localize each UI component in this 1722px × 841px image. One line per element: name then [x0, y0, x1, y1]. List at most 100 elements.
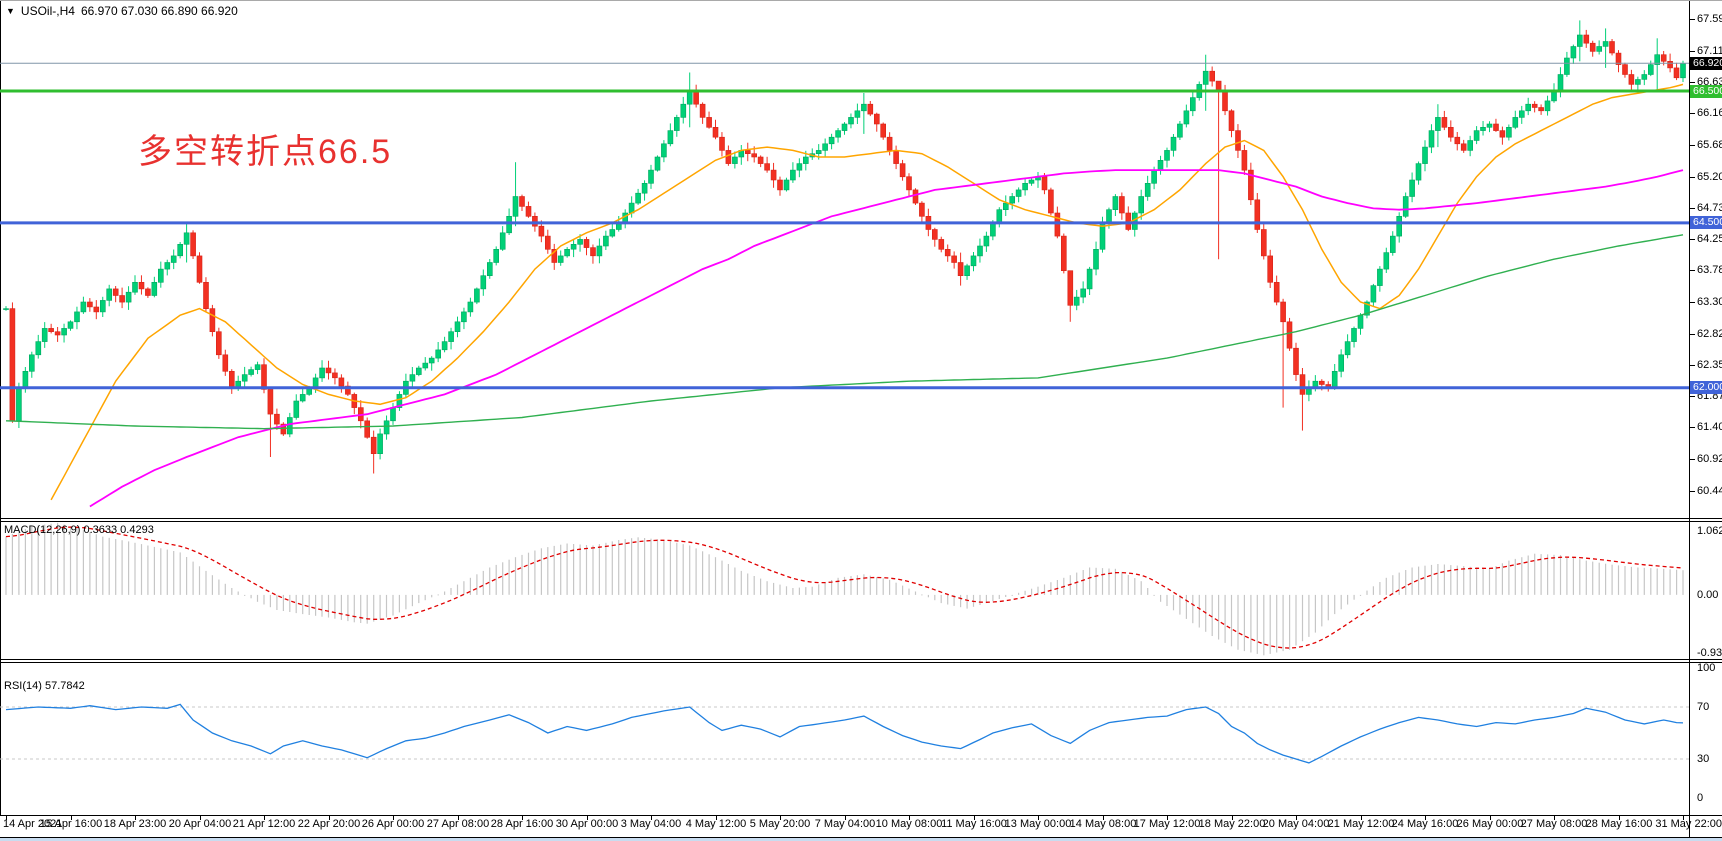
time-tick [587, 815, 588, 820]
time-tick [1683, 815, 1684, 820]
price-badge: 66.500 [1690, 85, 1722, 98]
time-tick-label[interactable]: 26 Apr 00:00 [361, 818, 425, 830]
time-tick [135, 815, 136, 820]
price-tick-label: 60.920 [1697, 453, 1722, 465]
time-tick-label[interactable]: 18 May 22:00 [1198, 818, 1266, 830]
time-tick-label[interactable]: 26 May 00:00 [1456, 818, 1524, 830]
macd-label-row: MACD(12,26,9) 0.3633 0.4293 [4, 524, 154, 536]
time-tick [71, 815, 72, 820]
time-tick [200, 815, 201, 820]
price-badge: 64.500 [1690, 216, 1722, 229]
price-tick-label: 67.110 [1697, 45, 1722, 57]
symbol-period-label: USOil-,H4 [20, 4, 75, 18]
time-tick-label[interactable]: 14 May 08:00 [1069, 818, 1137, 830]
price-tick [1689, 302, 1695, 303]
rsi-scale-label: 100 [1697, 662, 1716, 674]
time-tick-label[interactable]: 31 May 22:00 [1655, 818, 1722, 830]
time-tick-label[interactable]: 15 Apr 16:00 [39, 818, 103, 830]
time-tick-label[interactable]: 18 Apr 23:00 [103, 818, 167, 830]
time-tick [845, 815, 846, 820]
time-tick-label[interactable]: 20 Apr 04:00 [168, 818, 232, 830]
price-tick [1689, 208, 1695, 209]
time-tick-label[interactable]: 22 Apr 20:00 [297, 818, 361, 830]
price-scale-border [1689, 0, 1690, 837]
price-tick [1689, 239, 1695, 240]
time-tick [264, 815, 265, 820]
chart-left-border [0, 0, 1, 815]
time-tick-label[interactable]: 5 May 20:00 [749, 818, 811, 830]
price-tick-label: 64.250 [1697, 233, 1722, 245]
rsi-label-row: RSI(14) 57.7842 [4, 680, 85, 692]
price-tick [1689, 491, 1695, 492]
time-tick [393, 815, 394, 820]
rsi-line [5, 703, 1684, 764]
time-tick-label[interactable]: 11 May 16:00 [941, 818, 1007, 830]
macd-name: MACD(12,26,9) [4, 524, 81, 536]
time-tick-label[interactable]: 21 May 12:00 [1327, 818, 1395, 830]
time-tick [651, 815, 652, 820]
time-tick [1167, 815, 1168, 820]
rsi-scale-label: 30 [1697, 753, 1710, 765]
price-tick [1689, 19, 1695, 20]
macd-indicator-panel[interactable] [0, 522, 1722, 659]
time-tick [458, 815, 459, 820]
time-tick-label[interactable]: 28 Apr 16:00 [490, 818, 554, 830]
macd-histogram [5, 522, 1684, 656]
window-bottom-border [0, 837, 1722, 838]
price-tick-label: 60.440 [1697, 485, 1722, 497]
time-tick-label[interactable]: 27 Apr 08:00 [426, 818, 490, 830]
price-tick [1689, 145, 1695, 146]
price-tick [1689, 427, 1695, 428]
chart-text-annotation[interactable]: 多空转折点66.5 [138, 133, 393, 171]
symbol-dropdown-icon[interactable]: ▼ [6, 6, 15, 16]
time-tick [329, 815, 330, 820]
macd-panel-top-border[interactable] [0, 521, 1722, 522]
rsi-name: RSI(14) [4, 680, 42, 692]
macd-panel-bottom-border [0, 659, 1722, 660]
time-tick-label[interactable]: 13 May 00:00 [1004, 818, 1072, 830]
time-tick-label[interactable]: 3 May 04:00 [620, 818, 682, 830]
time-tick [1232, 815, 1233, 820]
price-tick-label: 66.160 [1697, 107, 1722, 119]
rsi-panel-top-border[interactable] [0, 662, 1722, 663]
time-tick-label[interactable]: 4 May 12:00 [685, 818, 747, 830]
price-tick-label: 63.300 [1697, 296, 1722, 308]
time-tick-label[interactable]: 17 May 12:00 [1133, 818, 1201, 830]
rsi-scale-label: 70 [1697, 701, 1710, 713]
candles [3, 20, 1686, 474]
time-tick-label[interactable]: 30 Apr 00:00 [555, 818, 619, 830]
time-tick [1361, 815, 1362, 820]
time-tick-label[interactable]: 14 Apr 2021 [3, 818, 63, 830]
time-tick-label[interactable]: 21 Apr 12:00 [232, 818, 296, 830]
macd-scale-label: 1.0629 [1697, 525, 1722, 537]
price-tick-label: 67.590 [1697, 13, 1722, 25]
time-tick [1296, 815, 1297, 820]
time-tick [522, 815, 523, 820]
price-tick-label: 62.350 [1697, 359, 1722, 371]
ohlc-values: 66.970 67.030 66.890 66.920 [80, 4, 238, 18]
time-tick-label[interactable]: 7 May 04:00 [814, 818, 876, 830]
price-tick [1689, 82, 1695, 83]
macd-values: 0.3633 0.4293 [83, 524, 154, 536]
price-tick [1689, 396, 1695, 397]
time-tick [1038, 815, 1039, 820]
rsi-scale-label: 0 [1697, 792, 1704, 804]
price-tick-label: 65.680 [1697, 139, 1722, 151]
ma-slow-line [5, 234, 1684, 430]
time-tick-label[interactable]: 24 May 16:00 [1391, 818, 1459, 830]
time-tick-label[interactable]: 20 May 04:00 [1262, 818, 1330, 830]
time-tick-label[interactable]: 10 May 08:00 [875, 818, 943, 830]
time-tick [909, 815, 910, 820]
rsi-indicator-panel[interactable] [0, 662, 1722, 815]
time-tick [780, 815, 781, 820]
main-price-chart[interactable] [0, 0, 1722, 521]
time-tick-label[interactable]: 27 May 08:00 [1520, 818, 1588, 830]
price-tick-label: 61.400 [1697, 421, 1722, 433]
price-tick-label: 62.820 [1697, 328, 1722, 340]
ma-fast-line [50, 83, 1684, 501]
ma-mid-line [89, 169, 1684, 508]
time-tick-label[interactable]: 28 May 16:00 [1585, 818, 1653, 830]
price-tick-label: 64.730 [1697, 202, 1722, 214]
price-tick [1689, 334, 1695, 335]
